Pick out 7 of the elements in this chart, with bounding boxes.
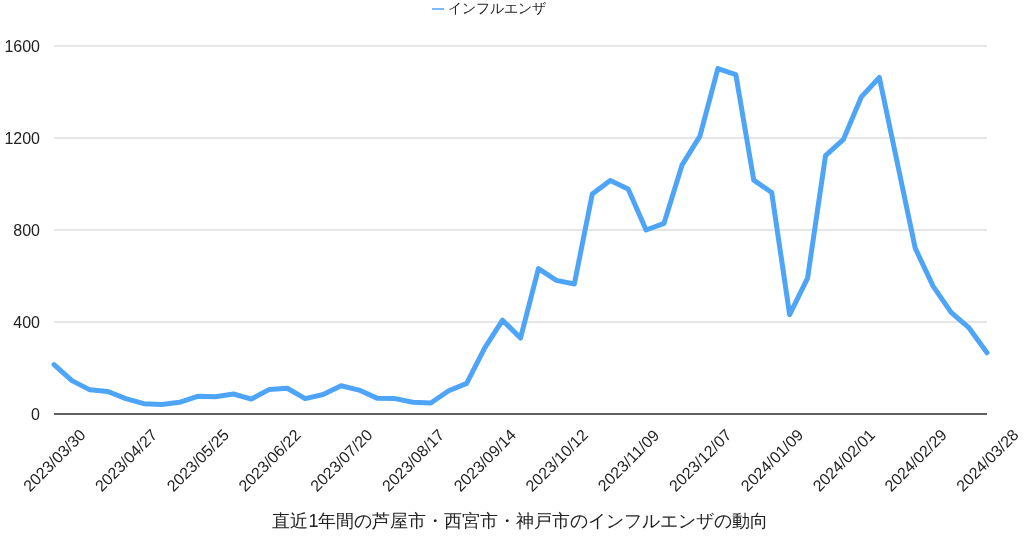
y-tick-label: 400 (13, 313, 41, 331)
y-tick-label: 1200 (4, 129, 41, 147)
y-tick-label: 1600 (4, 37, 41, 55)
y-tick-label: 800 (13, 221, 41, 239)
y-tick-label: 0 (31, 405, 41, 423)
x-axis-title: 直近1年間の芦屋市・西宮市・神戸市のインフルエンザの動向 (272, 511, 769, 531)
legend-label: インフルエンザ (447, 0, 546, 16)
